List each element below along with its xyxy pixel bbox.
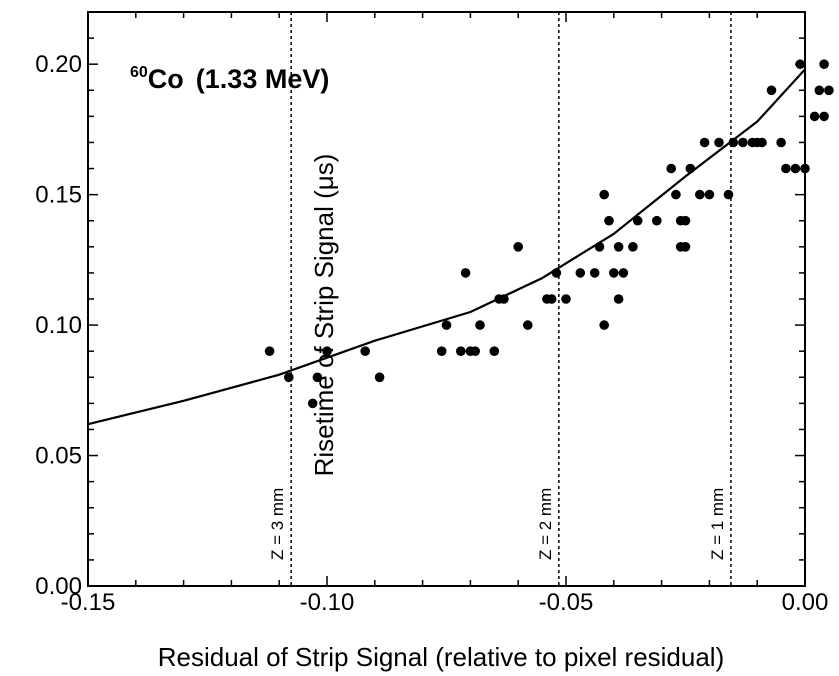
data-point [704,189,715,200]
annotation-layer: Z = 3 mm Z = 2 mm Z = 1 mm [268,488,727,560]
data-point [814,85,825,96]
depth-marker-label: Z = 2 mm [536,488,555,560]
data-point [456,346,466,357]
data-point [685,163,696,174]
data-point [819,59,829,69]
data-point [470,346,481,357]
data-point [723,189,734,200]
data-point [628,242,638,252]
fit-curve-layer [87,68,806,426]
data-point [589,268,600,278]
data-point [671,189,681,200]
data-point [546,294,557,304]
data-point [680,242,691,252]
data-point [513,242,523,252]
data-point [322,346,332,357]
fit-curve [87,68,806,426]
data-point [264,346,275,357]
x-axis-title: Residual of Strip Signal (relative to pi… [158,642,725,672]
data-point [475,320,485,330]
data-point [824,85,834,96]
data-point [609,268,619,278]
y-tick-label: 0.05 [35,443,82,470]
data-point [613,294,624,304]
depth-marker-label: Z = 3 mm [268,488,287,560]
data-point [809,111,820,122]
data-point [489,346,500,357]
data-point [766,85,777,96]
data-point [312,372,323,383]
axis-ticks-layer: -0.15 -0.10 -0.05 0.00 0.00 0.05 0.10 0.15 0.20 [35,11,829,616]
chart-title-isotope-mass: 60 [130,64,148,81]
data-point [561,294,571,304]
y-tick-label: 0.15 [35,182,82,209]
data-point [680,215,691,226]
data-point [781,163,791,174]
data-point [618,268,629,278]
data-point [575,268,586,278]
data-point [441,320,452,330]
data-point [599,320,609,330]
data-point [613,242,624,252]
data-point [307,398,318,409]
data-point [604,215,614,226]
data-point [738,137,748,148]
data-point [652,215,662,226]
y-axis-title: Risetime of Strip Signal (μs) [309,154,339,477]
chart-title-energy: (1.33 MeV) [196,64,330,94]
depth-marker-label: Z = 1 mm [708,488,727,560]
data-point [436,346,447,357]
x-tick-label: -0.05 [539,589,594,616]
data-point [499,294,509,304]
data-point [714,137,724,148]
data-point [374,372,385,383]
y-tick-label: 0.20 [35,51,82,78]
data-point [460,268,471,278]
data-point [632,215,643,226]
data-point [284,372,294,383]
data-point [757,137,767,148]
plot-frame [87,11,806,587]
data-point [599,189,609,200]
data-point [776,137,786,148]
y-tick-label: 0.00 [35,573,82,600]
data-point [551,268,562,278]
data-point [523,320,533,330]
data-point [819,111,829,122]
data-point [695,189,705,200]
data-point [790,163,801,174]
data-point [699,137,710,148]
chart-title: 60Co (1.33 MeV) [130,64,329,94]
chart-title-isotope-element: Co [148,64,184,94]
data-point [666,163,676,174]
data-point [728,137,739,148]
depth-marker-lines [290,12,732,586]
data-point [360,346,371,357]
data-points-layer [264,59,834,409]
x-tick-label: -0.15 [61,589,116,616]
x-tick-label: -0.10 [300,589,355,616]
x-tick-label: 0.00 [782,589,829,616]
data-point [594,242,605,252]
y-tick-label: 0.10 [35,312,82,339]
